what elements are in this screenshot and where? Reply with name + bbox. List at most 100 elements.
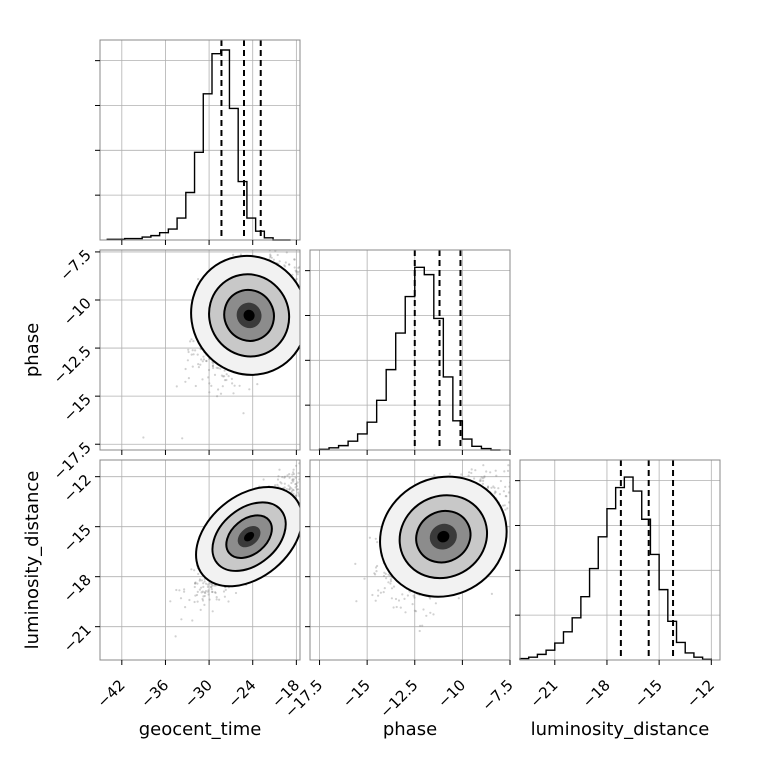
- sample-point: [234, 591, 238, 595]
- sample-point: [214, 591, 217, 594]
- sample-point: [202, 358, 206, 361]
- sample-point: [374, 566, 378, 569]
- sample-point: [295, 482, 298, 486]
- sample-point: [537, 499, 539, 501]
- sample-point: [281, 476, 284, 479]
- sample-point: [387, 573, 390, 576]
- sample-point: [399, 606, 402, 609]
- scatter-x-1-tick-label: −42: [94, 676, 129, 711]
- contour-line: [398, 494, 489, 580]
- sample-point: [197, 363, 200, 366]
- sample-point: [283, 482, 286, 485]
- sample-point: [286, 474, 289, 477]
- sample-point: [187, 377, 190, 380]
- sample-point: [467, 474, 470, 477]
- sample-point: [201, 378, 204, 381]
- sample-point: [505, 495, 508, 498]
- sample-point: [312, 275, 314, 277]
- sample-point: [355, 600, 358, 603]
- sample-point: [207, 589, 210, 592]
- sample-point: [189, 340, 192, 343]
- sample-point: [292, 480, 295, 483]
- sample-point: [276, 478, 280, 481]
- sample-point: [503, 470, 506, 473]
- sample-point: [201, 597, 204, 601]
- sample-point: [217, 367, 220, 370]
- contour-line: [223, 288, 275, 342]
- hist-frame-phase: [309, 249, 511, 451]
- sample-point: [201, 360, 204, 363]
- sample-point: [204, 591, 207, 595]
- sample-point: [390, 597, 393, 600]
- scatter-frame-0: [99, 249, 301, 451]
- sample-point: [194, 594, 197, 597]
- sample-point: [294, 269, 297, 272]
- sample-point: [211, 364, 214, 367]
- sample-point: [284, 261, 287, 264]
- sample-point: [190, 568, 193, 571]
- sample-point: [494, 491, 497, 494]
- sample-point: [193, 600, 196, 604]
- sample-point: [223, 369, 226, 372]
- scatter-frame-1: [99, 459, 301, 661]
- sample-point: [294, 486, 297, 489]
- sample-point: [504, 485, 507, 488]
- sample-point: [286, 241, 288, 243]
- sample-point: [200, 579, 203, 582]
- sample-point: [203, 603, 206, 607]
- sample-point: [306, 265, 308, 267]
- sample-point: [301, 496, 303, 498]
- sample-point: [385, 577, 388, 580]
- sample-point: [238, 384, 241, 387]
- sample-point: [368, 536, 371, 539]
- sample-point: [262, 478, 265, 481]
- sample-point: [294, 494, 297, 497]
- sample-point: [293, 245, 295, 247]
- contour-line: [379, 475, 508, 598]
- sample-point: [178, 589, 181, 592]
- sample-point: [290, 490, 293, 493]
- sample-point: [383, 587, 386, 590]
- sample-point: [490, 486, 493, 489]
- sample-point: [222, 375, 225, 378]
- sample-point: [294, 476, 297, 479]
- sample-point: [277, 475, 280, 478]
- sample-point: [293, 258, 296, 261]
- sample-point: [198, 579, 201, 582]
- sample-point: [512, 475, 514, 477]
- sample-point: [315, 250, 317, 252]
- sample-point: [305, 465, 307, 467]
- sample-point: [320, 276, 322, 278]
- sample-point: [217, 388, 220, 391]
- sample-point: [323, 445, 325, 447]
- sample-point: [376, 541, 379, 544]
- sample-point: [414, 610, 418, 613]
- sample-point: [493, 492, 496, 495]
- sample-point: [235, 245, 237, 247]
- sample-point: [429, 611, 432, 614]
- sample-point: [199, 608, 202, 612]
- sample-point: [383, 571, 386, 574]
- sample-point: [221, 385, 224, 388]
- sample-point: [304, 299, 306, 301]
- sample-point: [363, 577, 366, 580]
- contour-line: [195, 486, 300, 588]
- sample-point: [181, 437, 184, 440]
- sample-point: [288, 488, 291, 491]
- sample-point: [306, 466, 308, 468]
- sample-point: [389, 580, 393, 583]
- hist-x-2-tick-label: −12: [683, 676, 718, 711]
- sample-point: [196, 590, 199, 594]
- sample-point: [199, 363, 202, 366]
- sample-point: [184, 606, 187, 609]
- sample-point: [302, 460, 304, 462]
- sample-point: [288, 263, 291, 266]
- sample-point: [227, 600, 230, 603]
- sample-point: [187, 348, 190, 351]
- sample-point: [354, 562, 357, 566]
- sample-point: [295, 464, 298, 467]
- sample-point: [392, 585, 396, 588]
- sample-point: [473, 477, 476, 480]
- sample-point: [295, 494, 298, 497]
- sample-point: [288, 473, 291, 476]
